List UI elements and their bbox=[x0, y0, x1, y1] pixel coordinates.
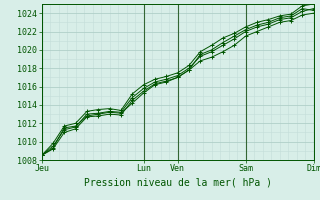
X-axis label: Pression niveau de la mer( hPa ): Pression niveau de la mer( hPa ) bbox=[84, 177, 272, 187]
